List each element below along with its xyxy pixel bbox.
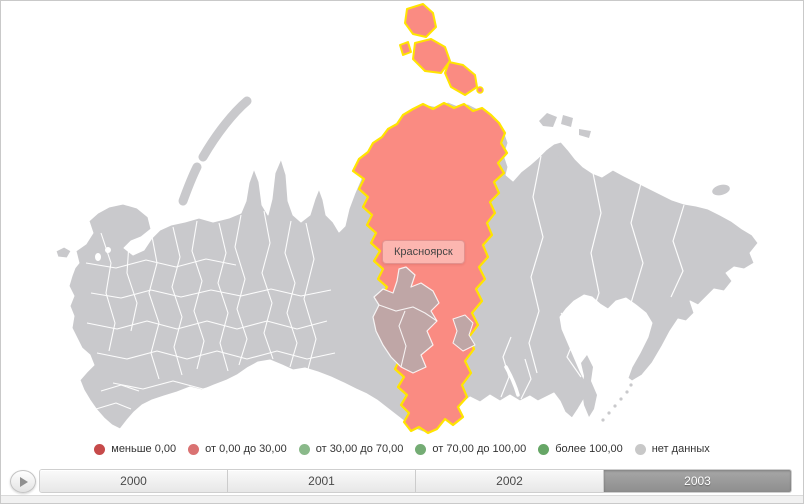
kuril-islands [601, 383, 633, 422]
region-tooltip: Красноярск [382, 240, 465, 264]
lakes [95, 247, 520, 397]
legend-color-dot [538, 443, 550, 455]
arctic-islands [539, 113, 730, 196]
wrangel-island [712, 184, 730, 196]
year-segment-2001[interactable]: 2001 [227, 470, 415, 492]
legend-color-dot [415, 443, 427, 455]
region-tooltip-label: Красноярск [394, 246, 453, 258]
year-segment-2002[interactable]: 2002 [415, 470, 603, 492]
legend-item: от 70,00 до 100,00 [415, 443, 526, 455]
legend-item: от 30,00 до 70,00 [298, 443, 404, 455]
play-icon [20, 476, 28, 487]
novaya-zemlya-islands [178, 96, 252, 206]
sakhalin-island [581, 355, 597, 417]
severnaya-zemlya-islands[interactable] [399, 3, 484, 96]
kaliningrad-region[interactable] [55, 246, 72, 259]
legend-color-dot [94, 443, 106, 455]
inner-overlap-regions [372, 266, 476, 374]
region-borders-west [85, 210, 336, 410]
region-borders-east [500, 155, 685, 400]
year-segment-2003[interactable]: 2003 [603, 470, 791, 492]
russia-map [55, 3, 759, 435]
lake-baikal [504, 365, 520, 397]
legend-label: от 0,00 до 30,00 [205, 443, 287, 455]
legend-item: более 100,00 [538, 443, 623, 455]
year-segment-2000[interactable]: 2000 [40, 470, 227, 492]
legend-color-dot [634, 443, 646, 455]
legend-item: нет данных [634, 443, 710, 455]
timeline-year-bar: 2000 2001 2002 2003 [39, 469, 792, 493]
legend-label: более 100,00 [555, 443, 623, 455]
legend-label: нет данных [651, 443, 710, 455]
legend-label: меньше 0,00 [111, 443, 177, 455]
legend-color-dot [188, 443, 200, 455]
play-button[interactable] [10, 470, 36, 493]
legend-item: от 0,00 до 30,00 [188, 443, 287, 455]
legend-label: от 70,00 до 100,00 [432, 443, 527, 455]
map-legend: меньше 0,00 от 0,00 до 30,00 от 30,00 до… [1, 439, 803, 459]
legend-color-dot [298, 443, 310, 455]
bottom-strip [1, 495, 803, 503]
legend-item: меньше 0,00 [94, 443, 176, 455]
legend-label: от 30,00 до 70,00 [315, 443, 404, 455]
